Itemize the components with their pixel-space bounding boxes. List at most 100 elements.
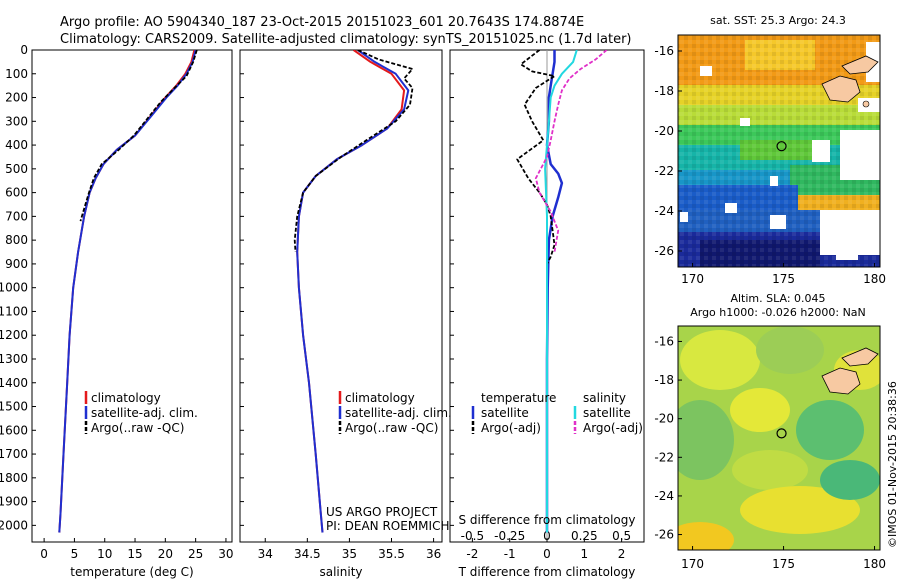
depth-tick-label: 500 [5, 162, 28, 176]
difference-legend-salinity: salinity satellite Argo(-adj) [573, 391, 643, 435]
x-tick-label-top: 0.25 [571, 529, 598, 543]
x-tick-label: 36 [426, 547, 441, 561]
map-y-tick-label: -26 [654, 244, 674, 258]
depth-tick-label: 1600 [0, 423, 28, 437]
depth-tick-label: 1800 [0, 471, 28, 485]
sla-argo-marker [776, 428, 787, 439]
cloud-gap [725, 203, 737, 213]
series-line-climatology [296, 50, 406, 533]
legend-label: Argo(-adj) [583, 421, 643, 435]
fiji-viti-levu [821, 75, 861, 103]
x-tick-label-top: 0.5 [612, 529, 631, 543]
sst-map-field [678, 35, 880, 267]
depth-tick-label: 0 [20, 43, 28, 57]
depth-tick-label: 2000 [0, 518, 28, 532]
map-y-tick-label: -16 [654, 334, 674, 348]
legend-label: Argo(-adj) [481, 421, 541, 435]
map-y-tick-label: -22 [654, 164, 674, 178]
depth-tick-label: 100 [5, 67, 28, 81]
credit-pi: PI: DEAN ROEMMICH [326, 519, 449, 533]
x-tick-label: 5 [71, 547, 79, 561]
depth-tick-label: 1200 [0, 328, 28, 342]
depth-tick-label: 1100 [0, 304, 28, 318]
sla-map-subtitle: Argo h1000: -0.026 h2000: NaN [690, 306, 866, 319]
map-y-tick-label: -22 [654, 450, 674, 464]
map-x-tick-label: 170 [681, 557, 704, 571]
depth-tick-label: 1700 [0, 447, 28, 461]
header-line2: Climatology: CARS2009. Satellite-adjuste… [60, 32, 632, 47]
legend-label: satellite-adj. clim. [345, 406, 452, 420]
series-line-argo-raw-qc- [293, 50, 414, 253]
x-tick-label: -1 [504, 547, 516, 561]
temperature-series [58, 50, 198, 533]
depth-tick-label: 1300 [0, 352, 28, 366]
map-y-tick-label: -24 [654, 489, 674, 503]
temperature-legend: climatology satellite-adj. clim. Argo(..… [84, 391, 198, 435]
depth-tick-label: 300 [5, 114, 28, 128]
depth-tick-label: 1900 [0, 495, 28, 509]
sst-argo-marker [776, 141, 787, 152]
map-x-tick-label: 180 [863, 272, 886, 286]
legend-label: satellite [481, 406, 529, 420]
legend-label: climatology [91, 391, 161, 405]
difference-xlabel-bottom: T difference from climatology [458, 565, 636, 579]
cloud-gap [770, 176, 778, 186]
depth-tick-label: 1400 [0, 376, 28, 390]
map-x-tick-label: 180 [863, 557, 886, 571]
depth-tick-label: 400 [5, 138, 28, 152]
series-line-satellite-adj-clim- [58, 50, 197, 533]
difference-xlabel-top: S difference from climatology [459, 513, 636, 527]
salinity-xlabel: salinity [319, 565, 362, 579]
map-y-tick-label: -26 [654, 528, 674, 542]
temperature-panel-frame [31, 49, 233, 543]
map-y-tick-label: -24 [654, 204, 674, 218]
depth-tick-label: 1500 [0, 400, 28, 414]
fiji-islet [862, 100, 870, 108]
legend-label: Argo(..raw -QC) [91, 421, 184, 435]
series-line-salinity-argo-adj- [534, 50, 608, 253]
legend-label: Argo(..raw -QC) [345, 421, 438, 435]
x-tick-label-top: -0.5 [461, 529, 484, 543]
map-y-tick-label: -18 [654, 84, 674, 98]
x-tick-label: 2 [618, 547, 626, 561]
salinity-legend: climatology satellite-adj. clim. Argo(..… [338, 391, 452, 435]
fiji-vanua-levu [841, 347, 879, 367]
cloud-gap [770, 215, 786, 229]
map-y-tick-label: -20 [654, 124, 674, 138]
sla-map-frame [677, 325, 881, 551]
sst-map-title: sat. SST: 25.3 Argo: 24.3 [710, 14, 846, 27]
series-line-argo-raw-qc- [79, 50, 198, 222]
cloud-gap [740, 118, 750, 126]
cloud-gap [836, 248, 858, 260]
header-line1: Argo profile: AO 5904340_187 23-Oct-2015… [60, 15, 584, 30]
map-y-tick-label: -18 [654, 373, 674, 387]
depth-tick-label: 600 [5, 186, 28, 200]
x-tick-label: 35.5 [378, 547, 405, 561]
sla-map-field [678, 326, 880, 550]
depth-tick-label: 700 [5, 209, 28, 223]
x-tick-label: 20 [158, 547, 173, 561]
depth-axis: 0 100 200 300 400 500 600 700 800 900 1000 1100 1200… [0, 43, 454, 532]
map-x-tick-label: 170 [681, 272, 704, 286]
sst-map-frame [677, 34, 881, 268]
x-tick-label: 25 [188, 547, 203, 561]
x-tick-label: 34 [258, 547, 273, 561]
cloud-gap [700, 66, 712, 76]
series-line-temperature-argo-adj- [516, 50, 556, 265]
x-tick-label-top: -0.25 [494, 529, 525, 543]
map-x-tick-label: 175 [772, 557, 795, 571]
fiji-viti-levu [821, 367, 861, 395]
salinity-series [293, 50, 414, 533]
cloud-gap [812, 140, 830, 162]
imos-stamp: ©IMOS 01-Nov-2015 20:38:36 [886, 381, 899, 548]
legend-label: temperature [481, 391, 556, 405]
map-x-tick-label: 175 [772, 272, 795, 286]
legend-label: satellite [583, 406, 631, 420]
x-tick-label: 34.5 [294, 547, 321, 561]
depth-tick-label: 800 [5, 233, 28, 247]
difference-series [516, 50, 608, 533]
depth-tick-label: 900 [5, 257, 28, 271]
sla-map-title: Altim. SLA: 0.045 [730, 292, 825, 305]
x-tick-label: -2 [466, 547, 478, 561]
x-tick-label: 1 [580, 547, 588, 561]
